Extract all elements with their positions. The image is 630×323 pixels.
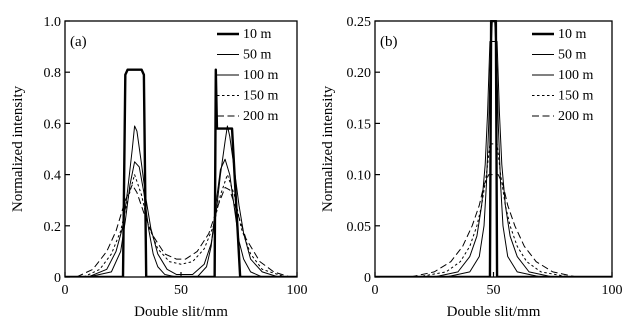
x-tick-label: 0 (372, 283, 379, 298)
x-tick-label: 0 (62, 283, 69, 298)
series-line-150m (417, 143, 570, 277)
legend-label: 10 m (243, 27, 272, 42)
legend-label: 100 m (558, 68, 594, 83)
legend-label: 200 m (558, 109, 594, 124)
series-line-50m (445, 20, 542, 277)
y-tick-label: 0.25 (347, 15, 372, 30)
panel-label: (a) (70, 34, 87, 50)
legend-label: 10 m (558, 27, 587, 42)
legend: 10 m 50 m 100 m 150 m 200 m (217, 27, 279, 124)
y-tick-label: 0.2 (44, 220, 62, 235)
x-tick-label: 50 (174, 283, 188, 298)
y-tick-label: 0.4 (44, 169, 62, 184)
legend-label: 200 m (243, 109, 279, 124)
y-axis-label: Normalized intensity (10, 85, 26, 212)
legend-label: 100 m (243, 68, 279, 83)
y-tick-label: 0.10 (347, 169, 372, 184)
y-tick-label: 0 (54, 271, 61, 286)
series-line-50m (88, 158, 279, 277)
series-line-150m (83, 174, 286, 277)
legend-label: 50 m (558, 48, 587, 63)
legend-label: 150 m (558, 89, 594, 104)
y-tick-label: 0.05 (347, 220, 372, 235)
series-group (65, 68, 297, 277)
legend: 10 m 50 m 100 m 150 m 200 m (532, 27, 594, 124)
series-line-100m (434, 40, 553, 277)
x-tick-label: 100 (602, 283, 623, 298)
panel-label: (b) (380, 34, 398, 50)
y-tick-label: 0.20 (347, 66, 372, 81)
x-axis-label: Double slit/mm (134, 304, 228, 320)
y-tick-label: 0.15 (347, 117, 372, 132)
x-axis-label: Double slit/mm (447, 304, 541, 320)
y-tick-label: 0 (364, 271, 371, 286)
series-line-100m (88, 125, 279, 277)
legend-label: 150 m (243, 89, 279, 104)
legend-label: 50 m (243, 48, 272, 63)
x-tick-label: 50 (487, 283, 501, 298)
series-line-200m (76, 184, 291, 277)
y-tick-label: 0.6 (44, 117, 62, 132)
x-tick-label: 100 (287, 283, 308, 298)
y-axis-label: Normalized intensity (320, 85, 336, 212)
chart-panel-a: 0 0.2 0.4 0.6 0.8 1.0 0 50 100 Double slit/mm Norm… (10, 15, 308, 320)
chart-panel-b: 0 0.05 0.10 0.15 0.20 0.25 0 50 100 Double slit/m… (320, 15, 623, 320)
y-tick-label: 1.0 (44, 15, 62, 30)
series-line-200m (410, 174, 577, 277)
series-line-10m (65, 68, 297, 277)
y-tick-label: 0.8 (44, 66, 62, 81)
